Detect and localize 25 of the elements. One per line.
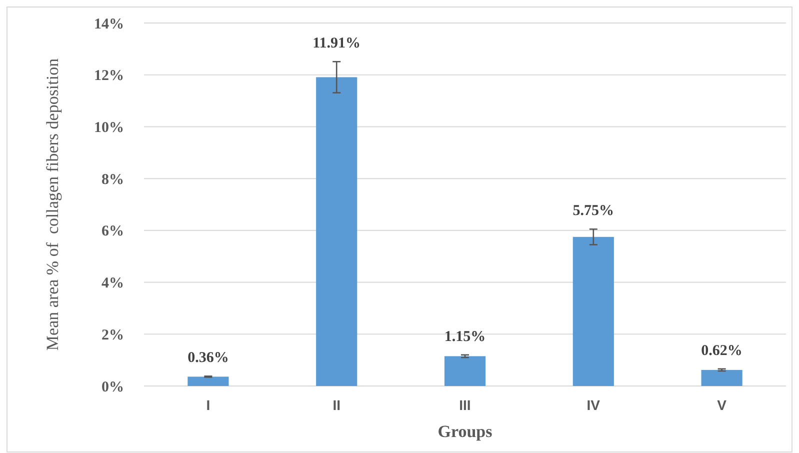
data-label: 11.91% — [312, 36, 361, 52]
y-tick-label: 14% — [94, 16, 124, 32]
x-tick-label: IV — [586, 397, 601, 413]
y-tick-label: 8% — [102, 172, 124, 188]
x-tick-label: III — [459, 397, 471, 413]
x-tick-label: II — [332, 397, 340, 413]
bar — [188, 376, 229, 386]
bar — [572, 236, 614, 386]
y-tick-label: 10% — [94, 120, 124, 136]
bar — [316, 77, 358, 386]
data-label: 1.15% — [444, 328, 486, 345]
data-label: 0.36% — [188, 350, 229, 366]
y-tick-label: 12% — [94, 68, 124, 84]
x-axis-title: Groups — [438, 422, 493, 441]
bar — [701, 370, 742, 386]
y-tick-label: 0% — [102, 379, 124, 396]
x-tick-label: I — [206, 397, 210, 413]
data-label: 0.62% — [701, 342, 742, 359]
data-label: 5.75% — [572, 203, 614, 220]
y-axis-title: Mean area % of collagen fibers deposition — [43, 58, 62, 351]
y-tick-label: 6% — [102, 224, 124, 240]
x-tick-label: V — [717, 397, 728, 413]
y-tick-label: 4% — [102, 276, 124, 292]
bar — [444, 356, 486, 386]
y-tick-label: 2% — [102, 327, 124, 344]
